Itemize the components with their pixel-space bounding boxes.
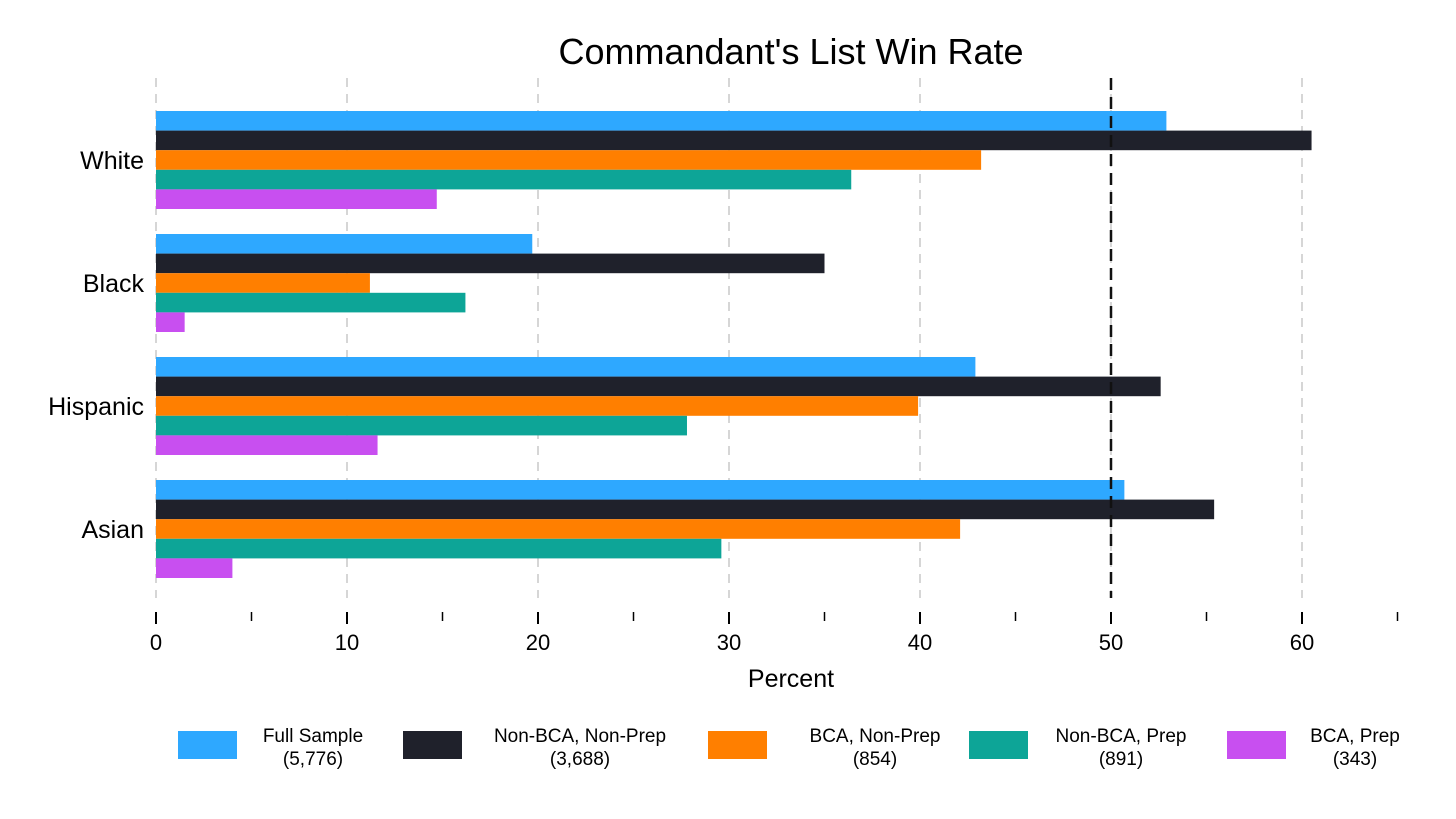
legend-count: (854) (853, 749, 897, 770)
legend-count: (5,776) (283, 749, 343, 770)
bar-hispanic-full-sample (156, 357, 976, 377)
bar-black-bca-non-prep (156, 273, 370, 293)
legend-item-full-sample: Full Sample(5,776) (178, 726, 363, 770)
bar-black-full-sample (156, 234, 533, 254)
bar-asian-non-bca-prep (156, 538, 722, 559)
legend-item-bca-non-prep: BCA, Non-Prep(854) (708, 726, 940, 770)
legend-item-non-bca-non-prep: Non-BCA, Non-Prep(3,688) (403, 726, 666, 770)
bar-hispanic-non-bca-prep (156, 415, 687, 436)
bar-asian-non-bca-non-prep (156, 499, 1215, 520)
legend-label: BCA, Non-Prep (810, 726, 941, 747)
legend-item-non-bca-prep: Non-BCA, Prep(891) (969, 726, 1186, 770)
x-tick-label-0: 0 (150, 630, 162, 655)
x-tick-label-50: 50 (1099, 630, 1123, 655)
chart-title: Commandant's List Win Rate (558, 31, 1023, 72)
bar-black-bca-prep (156, 312, 185, 332)
bar-white-bca-prep (156, 189, 437, 209)
legend-count: (891) (1099, 749, 1143, 770)
legend-count: (3,688) (550, 749, 610, 770)
legend-label: BCA, Prep (1310, 726, 1400, 747)
legend: Full Sample(5,776) Non-BCA, Non-Prep(3,68… (178, 726, 1400, 770)
bar-asian-full-sample (156, 480, 1125, 500)
category-labels: White Black Hispanic Asian (48, 147, 144, 544)
x-tick-label-20: 20 (526, 630, 550, 655)
legend-swatch (403, 731, 462, 759)
legend-label: Non-BCA, Prep (1056, 726, 1187, 747)
bar-white-non-bca-non-prep (156, 130, 1312, 151)
x-tick-label-10: 10 (335, 630, 359, 655)
bar-hispanic-bca-non-prep (156, 396, 919, 416)
legend-item-bca-prep: BCA, Prep(343) (1227, 726, 1400, 770)
category-label-white: White (80, 147, 144, 175)
category-label-asian: Asian (81, 516, 144, 544)
x-tick-label-30: 30 (717, 630, 741, 655)
legend-label: Full Sample (263, 726, 363, 747)
x-axis: 0 10 20 30 40 50 60 (150, 612, 1399, 655)
legend-swatch (1227, 731, 1286, 759)
legend-swatch (178, 731, 237, 759)
category-label-black: Black (83, 270, 145, 298)
legend-label: Non-BCA, Non-Prep (494, 726, 666, 747)
bar-white-non-bca-prep (156, 169, 852, 190)
bar-white-bca-non-prep (156, 150, 982, 170)
bar-hispanic-non-bca-non-prep (156, 376, 1161, 397)
bar-hispanic-bca-prep (156, 435, 378, 455)
category-label-hispanic: Hispanic (48, 393, 144, 421)
bar-asian-bca-prep (156, 558, 233, 578)
bars (156, 111, 1312, 578)
bar-asian-bca-non-prep (156, 519, 961, 539)
legend-swatch (708, 731, 767, 759)
legend-swatch (969, 731, 1028, 759)
x-tick-label-40: 40 (908, 630, 932, 655)
x-axis-title: Percent (748, 665, 834, 693)
bar-white-full-sample (156, 111, 1167, 131)
bar-black-non-bca-prep (156, 292, 466, 313)
x-tick-label-60: 60 (1290, 630, 1314, 655)
legend-count: (343) (1333, 749, 1377, 770)
bar-black-non-bca-non-prep (156, 253, 825, 274)
